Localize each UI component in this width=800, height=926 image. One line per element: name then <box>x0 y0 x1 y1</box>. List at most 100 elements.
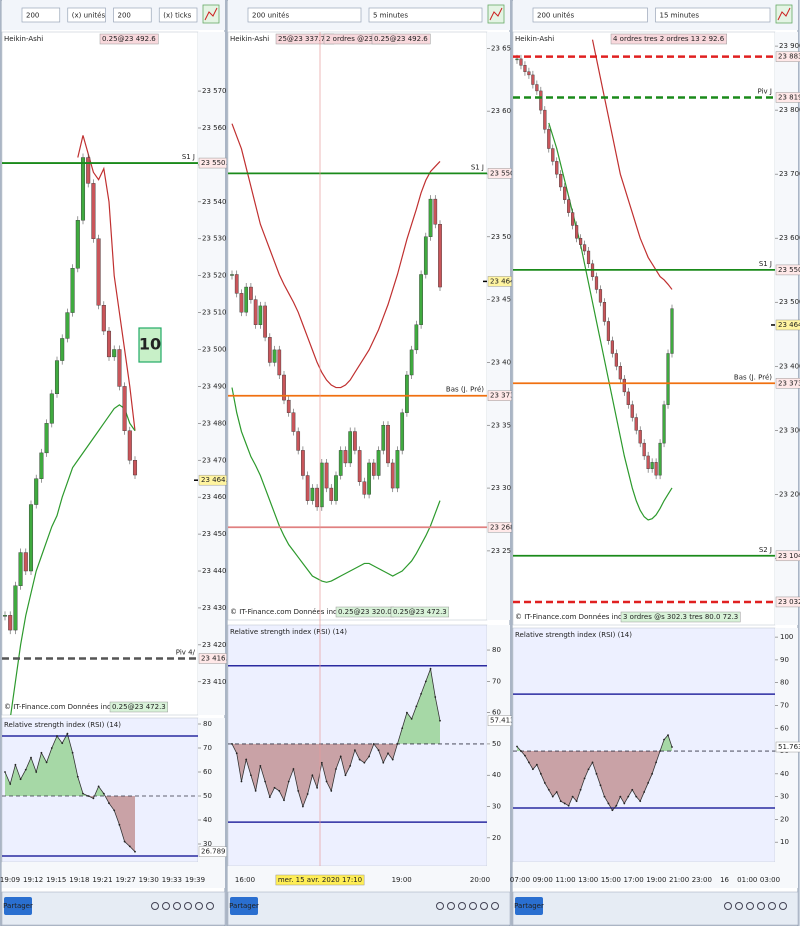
x-tick-label: 15:00 <box>601 876 621 884</box>
instrument: Heikin-Ashi <box>515 35 554 43</box>
rsi-dot <box>671 746 673 748</box>
rsi-dot <box>377 749 380 752</box>
rsi-dot <box>325 780 328 783</box>
x-tick-label: 19:00 <box>392 876 412 884</box>
tool-icon[interactable] <box>779 902 787 910</box>
toolbar-field[interactable] <box>532 7 648 23</box>
x-tick-label: 21:00 <box>669 876 689 884</box>
candle <box>65 312 70 339</box>
rsi-line <box>516 734 673 811</box>
tool-icon[interactable] <box>447 902 455 910</box>
toolbar-field[interactable] <box>113 7 152 23</box>
rsi-tick-label: 60 <box>780 724 789 732</box>
rsi-dot <box>128 845 131 848</box>
rsi-dot <box>320 761 323 764</box>
y-tick-label: 23 650 <box>491 44 516 52</box>
badge: 23 032.0 <box>778 598 800 606</box>
rsi-dot <box>396 743 399 745</box>
rsi-dot <box>382 761 385 764</box>
candle <box>662 404 666 444</box>
bottom-bar <box>1 891 226 926</box>
time-axis <box>228 866 510 892</box>
tool-icon[interactable] <box>768 902 776 910</box>
y-tick-label: 23 530 <box>202 235 227 243</box>
candle <box>112 349 117 358</box>
toolbar-text: 200 unités <box>252 12 289 20</box>
y-tick-label: 23 400 <box>491 358 516 366</box>
tool-icon[interactable] <box>206 902 214 910</box>
candle <box>23 552 28 572</box>
toolbar-field[interactable] <box>655 7 771 23</box>
rsi-dot <box>66 732 69 735</box>
rsi-dot <box>245 758 248 761</box>
rsi-dot <box>639 800 642 803</box>
tool-icon[interactable] <box>458 902 466 910</box>
level-name: S1 J <box>471 163 484 171</box>
rsi-dot <box>302 805 304 808</box>
rsi-dot <box>563 802 566 805</box>
x-tick-label: 16:00 <box>235 876 255 884</box>
candle <box>18 552 23 586</box>
rsi-dot <box>531 768 534 771</box>
tool-icon[interactable] <box>491 902 499 910</box>
candle <box>106 330 112 358</box>
share-label: Partager <box>3 902 33 910</box>
candle <box>244 286 249 313</box>
rsi-dot <box>627 795 630 798</box>
toolbar-field[interactable] <box>368 7 483 23</box>
tool-icon[interactable] <box>173 902 181 910</box>
tool-icon[interactable] <box>436 902 444 910</box>
candle <box>348 431 353 464</box>
badge: 23 550.5 <box>778 266 800 274</box>
tool-icon[interactable] <box>151 902 159 910</box>
toolbar-field[interactable] <box>247 7 362 23</box>
rsi-dot <box>551 795 554 798</box>
tool-icon[interactable] <box>162 902 170 910</box>
badge: 23 464.5 <box>778 321 800 329</box>
x-tick-label: 19:27 <box>116 876 136 884</box>
candle <box>586 250 591 265</box>
toolbar-field[interactable] <box>158 7 198 23</box>
rsi-dot <box>528 761 530 764</box>
y-tick-label: 23 470 <box>202 456 227 464</box>
share-button[interactable] <box>230 897 258 915</box>
rsi-dot <box>254 789 257 792</box>
candle <box>75 220 80 269</box>
chart-icon-glyph <box>489 7 503 21</box>
rsi-dot <box>250 774 252 777</box>
tool-icon[interactable] <box>746 902 754 910</box>
rsi-dot <box>543 782 546 784</box>
rsi-dot <box>363 761 366 764</box>
rsi-dot <box>591 761 594 764</box>
tool-icon[interactable] <box>184 902 192 910</box>
candle <box>658 442 662 476</box>
tool-icon[interactable] <box>195 902 203 910</box>
candle <box>70 268 75 313</box>
counter: 10 <box>139 335 161 354</box>
rsi-tick-label: 80 <box>203 720 212 728</box>
chart-icon-glyph <box>777 7 791 21</box>
rsi-dot <box>76 775 79 778</box>
rsi-dot <box>311 774 314 777</box>
candle <box>117 349 122 387</box>
rsi-dot <box>92 797 95 800</box>
tool-icon[interactable] <box>735 902 743 910</box>
tool-icon[interactable] <box>757 902 765 910</box>
candle <box>28 504 34 572</box>
tool-icon[interactable] <box>469 902 477 910</box>
rsi-fill-up <box>232 668 440 744</box>
rsi-tick-label: 70 <box>203 744 212 752</box>
toolbar-field[interactable] <box>67 7 106 23</box>
candle <box>414 324 419 351</box>
candle <box>575 225 579 239</box>
share-button[interactable] <box>4 897 32 915</box>
badge-box <box>775 51 800 62</box>
share-button[interactable] <box>515 897 543 915</box>
tool-icon[interactable] <box>480 902 488 910</box>
rsi-dot <box>429 667 432 670</box>
y-tick-label: 23 800 <box>779 106 800 114</box>
candle <box>638 430 642 444</box>
toolbar-field[interactable] <box>21 7 61 23</box>
tool-icon[interactable] <box>724 902 732 910</box>
candle <box>381 425 386 451</box>
